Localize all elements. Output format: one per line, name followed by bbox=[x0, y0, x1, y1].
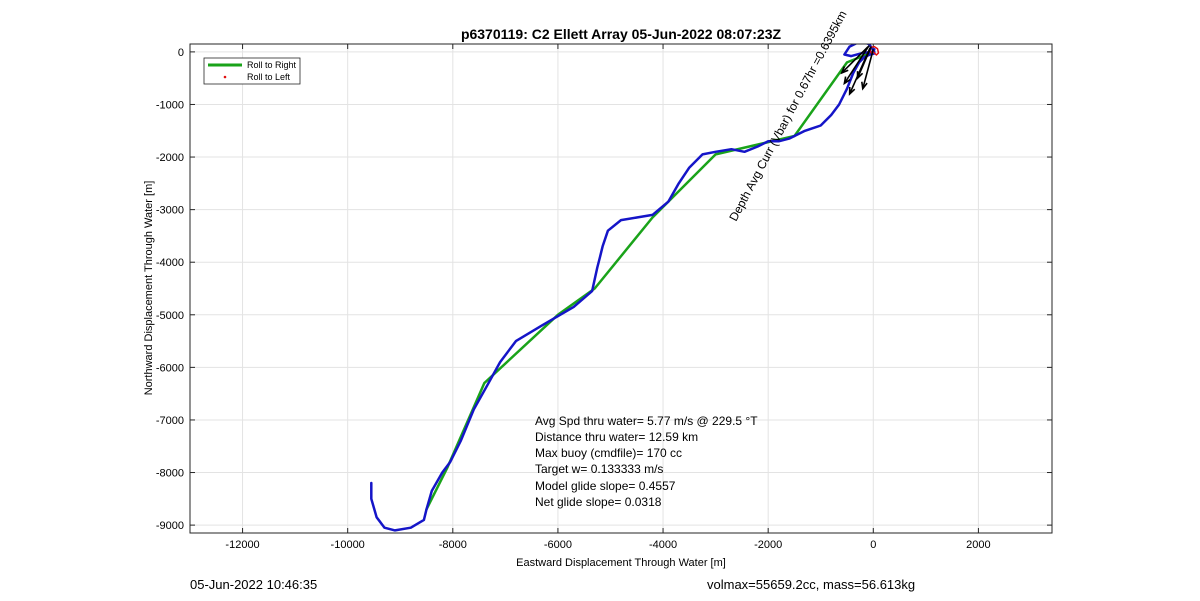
y-axis: 0 -1000 -2000 -3000 -4000 -5000 -6000 -7000 -800… bbox=[156, 47, 1052, 532]
annotation-avg-speed: Avg Spd thru water= 5.77 m/s @ 229.5 °T bbox=[535, 414, 758, 428]
legend-box bbox=[203, 57, 301, 85]
plot-background bbox=[190, 44, 1052, 533]
x-axis-label: Eastward Displacement Through Water [m] bbox=[516, 557, 726, 569]
current-arrow bbox=[862, 49, 875, 89]
current-arrow-head bbox=[861, 81, 868, 91]
annotation-target-w: Target w= 0.133333 m/s bbox=[535, 462, 663, 476]
legend-label-roll-right: Roll to Right bbox=[247, 60, 297, 70]
legend-swatch-roll-left bbox=[223, 75, 227, 79]
annotation-distance: Distance thru water= 12.59 km bbox=[535, 430, 698, 444]
y-tick-label: -9000 bbox=[156, 520, 184, 532]
x-tick-label: 0 bbox=[870, 539, 876, 551]
current-arrow bbox=[856, 46, 872, 79]
current-arrow bbox=[841, 46, 869, 74]
x-tick-label: -10000 bbox=[331, 539, 365, 551]
plot-frame bbox=[189, 43, 1053, 534]
footer-mass-info: volmax=55659.2cc, mass=56.613kg bbox=[707, 577, 916, 592]
annotation-max-buoy: Max buoy (cmdfile)= 170 cc bbox=[535, 446, 682, 460]
chart-title: p6370119: C2 Ellett Array 05-Jun-2022 08… bbox=[461, 26, 782, 42]
x-tick-label: -6000 bbox=[544, 539, 572, 551]
current-arrow bbox=[843, 45, 870, 84]
y-tick-label: -7000 bbox=[156, 415, 184, 427]
current-arrow-head bbox=[856, 71, 864, 81]
legend-label-roll-left: Roll to Left bbox=[247, 72, 291, 82]
y-tick-label: -8000 bbox=[156, 468, 184, 480]
x-axis: -12000 -10000 -8000 -6000 -4000 -2000 0 2000 bbox=[225, 44, 991, 551]
annotation-model-glide: Model glide slope= 0.4557 bbox=[535, 479, 676, 493]
current-arrow-head bbox=[840, 66, 849, 75]
current-arrow-head bbox=[848, 86, 856, 96]
legend: Roll to Right Roll to Left bbox=[203, 57, 301, 85]
series-layer bbox=[370, 44, 880, 532]
y-tick-label: 0 bbox=[178, 47, 184, 59]
x-tick-label: 2000 bbox=[966, 539, 990, 551]
x-tick-label: -2000 bbox=[754, 539, 782, 551]
y-axis-label: Northward Displacement Through Water [m] bbox=[143, 181, 155, 396]
y-tick-label: -4000 bbox=[156, 257, 184, 269]
x-tick-label: -12000 bbox=[225, 539, 259, 551]
current-arrow-head bbox=[843, 76, 851, 86]
roll-left-marker bbox=[869, 45, 880, 56]
y-tick-label: -6000 bbox=[156, 362, 184, 374]
y-tick-label: -2000 bbox=[156, 152, 184, 164]
footer-timestamp: 05-Jun-2022 10:46:35 bbox=[190, 577, 318, 592]
annotation-net-glide: Net glide slope= 0.0318 bbox=[535, 495, 662, 509]
x-tick-label: -4000 bbox=[649, 539, 677, 551]
y-tick-label: -1000 bbox=[156, 99, 184, 111]
y-tick-label: -5000 bbox=[156, 310, 184, 322]
y-tick-label: -3000 bbox=[156, 205, 184, 217]
glider-track bbox=[370, 44, 876, 532]
x-tick-label: -8000 bbox=[439, 539, 467, 551]
annotations: Avg Spd thru water= 5.77 m/s @ 229.5 °T … bbox=[535, 414, 758, 509]
grid bbox=[190, 44, 1052, 533]
